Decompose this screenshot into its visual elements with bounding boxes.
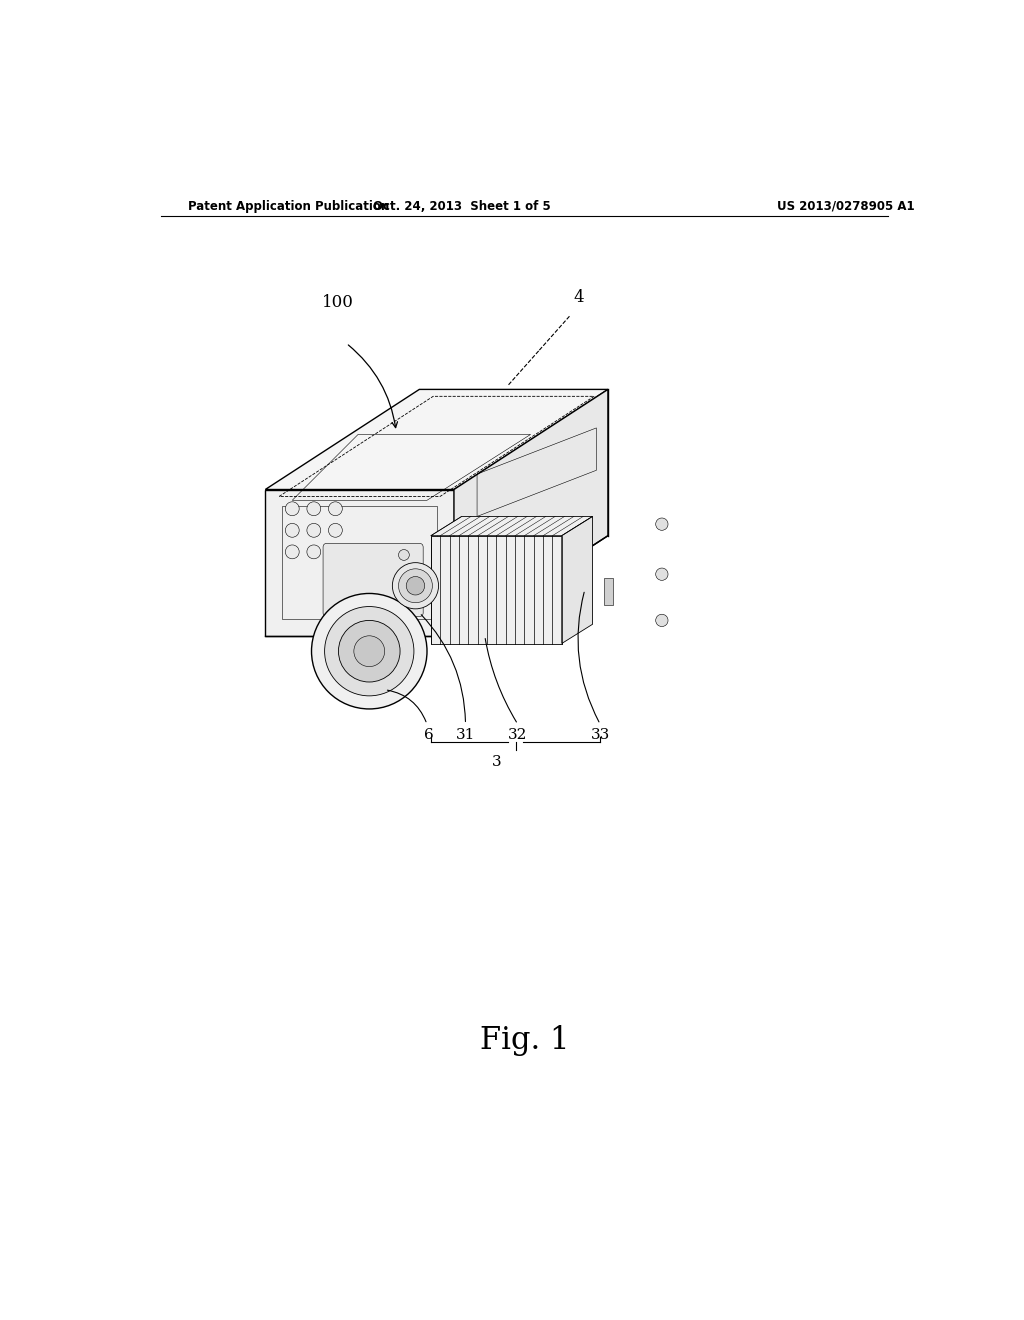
Polygon shape <box>431 516 593 536</box>
Circle shape <box>398 549 410 561</box>
Text: 4: 4 <box>573 289 584 306</box>
Circle shape <box>339 620 400 682</box>
Circle shape <box>286 524 299 537</box>
Polygon shape <box>431 536 562 644</box>
Text: 100: 100 <box>322 294 353 312</box>
Text: 32: 32 <box>508 729 527 742</box>
Text: 33: 33 <box>591 729 610 742</box>
Circle shape <box>407 577 425 595</box>
Circle shape <box>655 614 668 627</box>
Circle shape <box>655 517 668 531</box>
Text: 6: 6 <box>424 729 434 742</box>
Text: 3: 3 <box>492 755 501 770</box>
Circle shape <box>392 562 438 609</box>
Circle shape <box>655 568 668 581</box>
Circle shape <box>307 545 321 558</box>
Text: 31: 31 <box>456 729 475 742</box>
Circle shape <box>354 636 385 667</box>
Text: US 2013/0278905 A1: US 2013/0278905 A1 <box>777 199 915 213</box>
Bar <box>604 578 613 605</box>
Polygon shape <box>265 389 608 490</box>
Circle shape <box>311 594 427 709</box>
Circle shape <box>329 502 342 516</box>
Text: Oct. 24, 2013  Sheet 1 of 5: Oct. 24, 2013 Sheet 1 of 5 <box>373 199 551 213</box>
Circle shape <box>286 545 299 558</box>
Text: Patent Application Publication: Patent Application Publication <box>188 199 389 213</box>
FancyBboxPatch shape <box>323 544 423 616</box>
Polygon shape <box>454 389 608 636</box>
Text: Fig. 1: Fig. 1 <box>480 1024 569 1056</box>
Circle shape <box>307 524 321 537</box>
Polygon shape <box>265 490 454 636</box>
Circle shape <box>307 502 321 516</box>
Circle shape <box>286 502 299 516</box>
Polygon shape <box>562 516 593 644</box>
Circle shape <box>398 569 432 603</box>
Circle shape <box>325 607 414 696</box>
Circle shape <box>329 524 342 537</box>
Circle shape <box>329 545 342 558</box>
